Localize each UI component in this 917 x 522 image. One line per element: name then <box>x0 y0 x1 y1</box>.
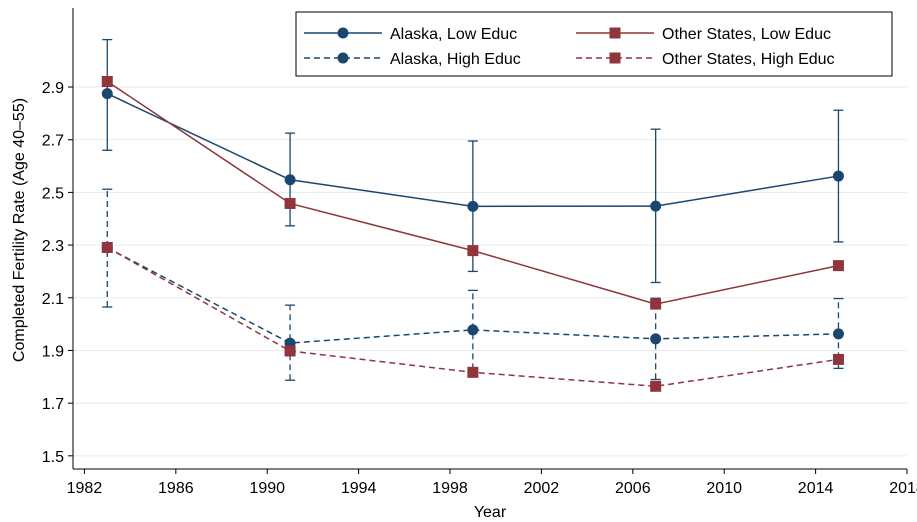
y-tick-label: 2.9 <box>42 80 64 97</box>
legend-marker <box>609 52 621 64</box>
y-axis-label: Completed Fertility Rate (Age 40–55) <box>11 98 28 362</box>
x-tick-label: 2010 <box>706 480 742 497</box>
y-tick-label: 1.7 <box>42 396 64 413</box>
y-tick-label: 2.5 <box>42 185 64 202</box>
legend-label: Alaska, Low Educ <box>390 26 517 43</box>
data-point <box>467 324 479 336</box>
y-tick-label: 1.5 <box>42 449 64 466</box>
x-tick-label: 1986 <box>158 480 194 497</box>
data-point <box>650 380 662 392</box>
data-point <box>467 200 479 212</box>
x-tick-label: 2006 <box>615 480 651 497</box>
y-tick-label: 2.1 <box>42 291 64 308</box>
y-tick-label: 1.9 <box>42 343 64 360</box>
x-tick-label: 1990 <box>249 480 285 497</box>
y-ticks: 1.5 1.7 1.9 2.1 2.3 2.5 2.7 2.9 <box>42 80 73 466</box>
gridlines <box>73 86 907 457</box>
legend-label: Other States, Low Educ <box>662 26 831 43</box>
data-point <box>284 345 296 357</box>
data-point <box>284 174 296 186</box>
legend-label: Other States, High Educ <box>662 51 835 68</box>
axes <box>72 8 907 470</box>
data-point <box>467 366 479 378</box>
data-point <box>101 88 113 100</box>
x-tick-label: 1998 <box>432 480 468 497</box>
x-tick-label: 1994 <box>341 480 377 497</box>
data-point <box>101 75 113 87</box>
x-ticks: 1982 1986 1990 1994 1998 2002 2006 2010 2014 2018 <box>67 469 917 497</box>
data-point <box>832 353 844 365</box>
legend-label: Alaska, High Educ <box>390 51 521 68</box>
legend: Alaska, Low Educ Other States, Low Educ Al… <box>295 11 893 77</box>
data-point <box>101 241 113 253</box>
series-line <box>106 247 839 344</box>
legend-box <box>295 11 893 77</box>
legend-marker <box>609 27 621 39</box>
data-point <box>284 197 296 209</box>
y-tick-label: 2.3 <box>42 238 64 255</box>
legend-marker <box>337 27 349 39</box>
x-tick-label: 2002 <box>524 480 560 497</box>
data-point <box>832 170 844 182</box>
x-tick-label: 2018 <box>889 480 917 497</box>
data-point <box>832 328 844 340</box>
data-point <box>467 245 479 257</box>
y-tick-label: 2.7 <box>42 133 64 150</box>
data-point <box>650 200 662 212</box>
x-tick-label: 1982 <box>67 480 103 497</box>
x-axis-label: Year <box>474 504 507 521</box>
legend-marker <box>337 52 349 64</box>
data-point <box>650 333 662 345</box>
series <box>101 38 844 392</box>
data-point <box>832 260 844 272</box>
data-point <box>650 298 662 310</box>
x-tick-label: 2014 <box>798 480 834 497</box>
